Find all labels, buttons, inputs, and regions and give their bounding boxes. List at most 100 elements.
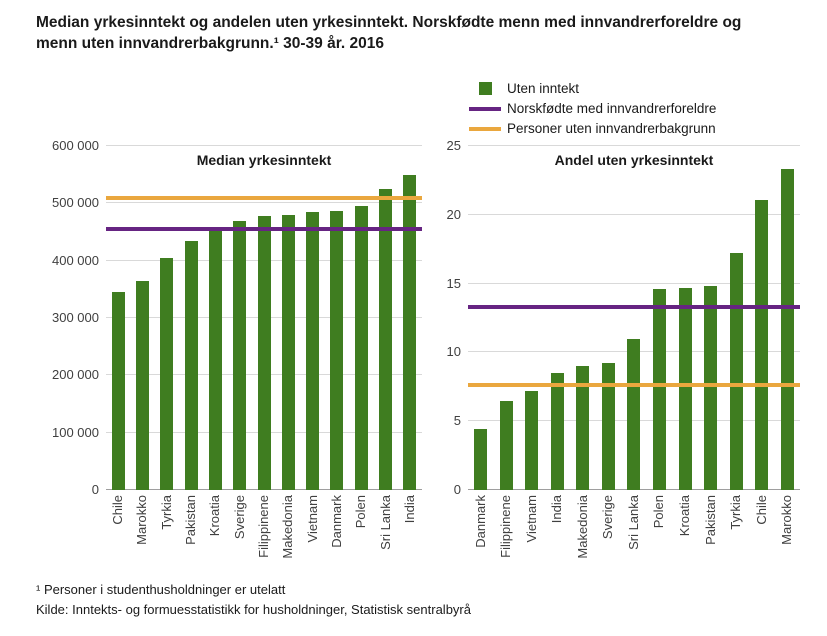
bar-sri-lanka — [627, 338, 641, 490]
bar-sri-lanka — [379, 189, 393, 490]
x-label-slot: Tyrkia — [723, 495, 749, 582]
x-tick-label: Vietnam — [304, 495, 320, 543]
x-label-slot: Chile — [106, 495, 130, 582]
x-tick-label: Polen — [353, 495, 369, 529]
y-tick-label: 25 — [446, 138, 461, 153]
bar-polen — [652, 289, 666, 490]
x-label-slot: Sverige — [228, 495, 252, 582]
bar-danmark — [330, 210, 344, 490]
bar-marokko — [780, 169, 794, 490]
legend-line-icon — [468, 126, 502, 131]
plot-area-left: Median yrkesinntekt — [106, 145, 422, 490]
bar-slot — [349, 146, 373, 490]
plot-area-right: Andel uten yrkesinntekt — [468, 145, 800, 490]
reference-line-personer-uten-innvandrerbakgrunn — [468, 383, 800, 388]
bar-slot — [774, 146, 800, 490]
gridline — [106, 202, 422, 204]
chart-share-without-income: 0 5 10 15 20 25 Andel uten yrkesinntekt Danma… — [432, 139, 800, 582]
bar-slot — [545, 146, 571, 490]
x-label-slot: Polen — [349, 495, 373, 582]
x-tick-label: Sverige — [600, 495, 616, 540]
x-label-slot: Pakistan — [698, 495, 724, 582]
y-tick-label: 0 — [91, 482, 99, 497]
x-label-slot: Filippinene — [494, 495, 520, 582]
footnote-source: Kilde: Inntekts- og formuesstatistikk fo… — [36, 602, 471, 617]
x-tick-label: Chile — [110, 495, 126, 525]
legend-label: Uten inntekt — [507, 81, 580, 96]
bar-pakistan — [184, 240, 198, 490]
x-tick-label: Sri Lanka — [377, 495, 393, 550]
x-label-slot: Filippinene — [252, 495, 276, 582]
x-label-slot: Marokko — [774, 495, 800, 582]
bar-slot — [155, 146, 179, 490]
x-label-slot: Danmark — [325, 495, 349, 582]
y-tick-label: 20 — [446, 206, 461, 222]
x-tick-label: India — [549, 495, 565, 524]
bar-chile — [755, 199, 769, 490]
bar-slot — [698, 146, 724, 490]
bar-sverige — [601, 363, 615, 490]
bar-slot — [373, 146, 397, 490]
bar-filippinene — [499, 400, 513, 490]
bar-slot — [325, 146, 349, 490]
legend: Uten inntekt Norskfødte med innvandrerfor… — [468, 80, 716, 140]
bar-slot — [570, 146, 596, 490]
x-tick-label: Pakistan — [183, 495, 199, 545]
bar-slot — [519, 146, 545, 490]
bar-kroatia — [208, 229, 222, 490]
bar-danmark — [474, 429, 488, 490]
x-tick-label: Makedonia — [574, 495, 590, 559]
legend-item-0: Uten inntekt — [468, 80, 716, 97]
y-tick-label: 400 000 — [52, 252, 99, 268]
y-tick-label: 100 000 — [52, 424, 99, 440]
x-label-slot: Kroatia — [672, 495, 698, 582]
figure-title: Median yrkesinntekt og andelen uten yrke… — [36, 14, 742, 52]
x-tick-label: India — [401, 495, 417, 524]
y-tick-label: 300 000 — [52, 310, 99, 325]
bar-slot — [276, 146, 300, 490]
bar-pakistan — [704, 286, 718, 490]
bar-slot — [749, 146, 775, 490]
bar-slot — [179, 146, 203, 490]
x-axis-labels-left: Chile Marokko Tyrkia Pakistan Kroatia Sverige… — [106, 490, 422, 582]
y-tick-label: 0 — [453, 482, 461, 497]
x-tick-label: Tyrkia — [728, 495, 744, 530]
x-tick-label: Marokko — [779, 495, 795, 545]
legend-swatch-shape — [469, 126, 501, 131]
y-axis-right: 0 5 10 15 20 25 — [432, 139, 468, 497]
x-tick-label: Sverige — [231, 495, 247, 540]
legend-square-icon — [468, 82, 502, 95]
x-label-slot: India — [398, 495, 422, 582]
x-label-slot: Sverige — [596, 495, 622, 582]
chart-median-income: 0 100 000 200 000 300 000 400 000 500 000 600 … — [36, 139, 422, 582]
gridline — [468, 213, 800, 215]
bar-slot — [106, 146, 130, 490]
bar-filippinene — [257, 215, 271, 490]
x-label-slot: Sri Lanka — [373, 495, 397, 582]
bars-right — [468, 146, 800, 490]
reference-line-norskfødte-med-innvandrerforeldre — [468, 305, 800, 309]
bar-vietnam — [306, 211, 320, 490]
x-label-slot: Vietnam — [301, 495, 325, 582]
bar-chile — [111, 292, 125, 490]
x-label-slot: Chile — [749, 495, 775, 582]
legend-swatch-shape — [469, 106, 501, 111]
legend-label: Norskfødte med innvandrerforeldre — [507, 101, 717, 116]
x-label-slot: Kroatia — [203, 495, 227, 582]
y-tick-label: 200 000 — [52, 367, 99, 383]
plot-title-right: Andel uten yrkesinntekt — [554, 152, 714, 168]
bar-india — [550, 373, 564, 490]
legend-label: Personer uten innvandrerbakgrunn — [507, 121, 716, 136]
x-tick-label: Danmark — [472, 495, 488, 548]
x-tick-label: Pakistan — [702, 495, 718, 545]
x-tick-label: Filippinene — [256, 495, 272, 558]
footnote-1: ¹ Personer i studenthusholdninger er ute… — [36, 582, 286, 597]
y-tick-label: 15 — [446, 275, 461, 291]
legend-item-2: Personer uten innvandrerbakgrunn — [468, 120, 716, 137]
legend-line-icon — [468, 106, 502, 111]
reference-line-personer-uten-innvandrerbakgrunn — [106, 195, 422, 200]
y-tick-label: 10 — [446, 344, 461, 360]
x-label-slot: Pakistan — [179, 495, 203, 582]
bar-slot — [228, 146, 252, 490]
